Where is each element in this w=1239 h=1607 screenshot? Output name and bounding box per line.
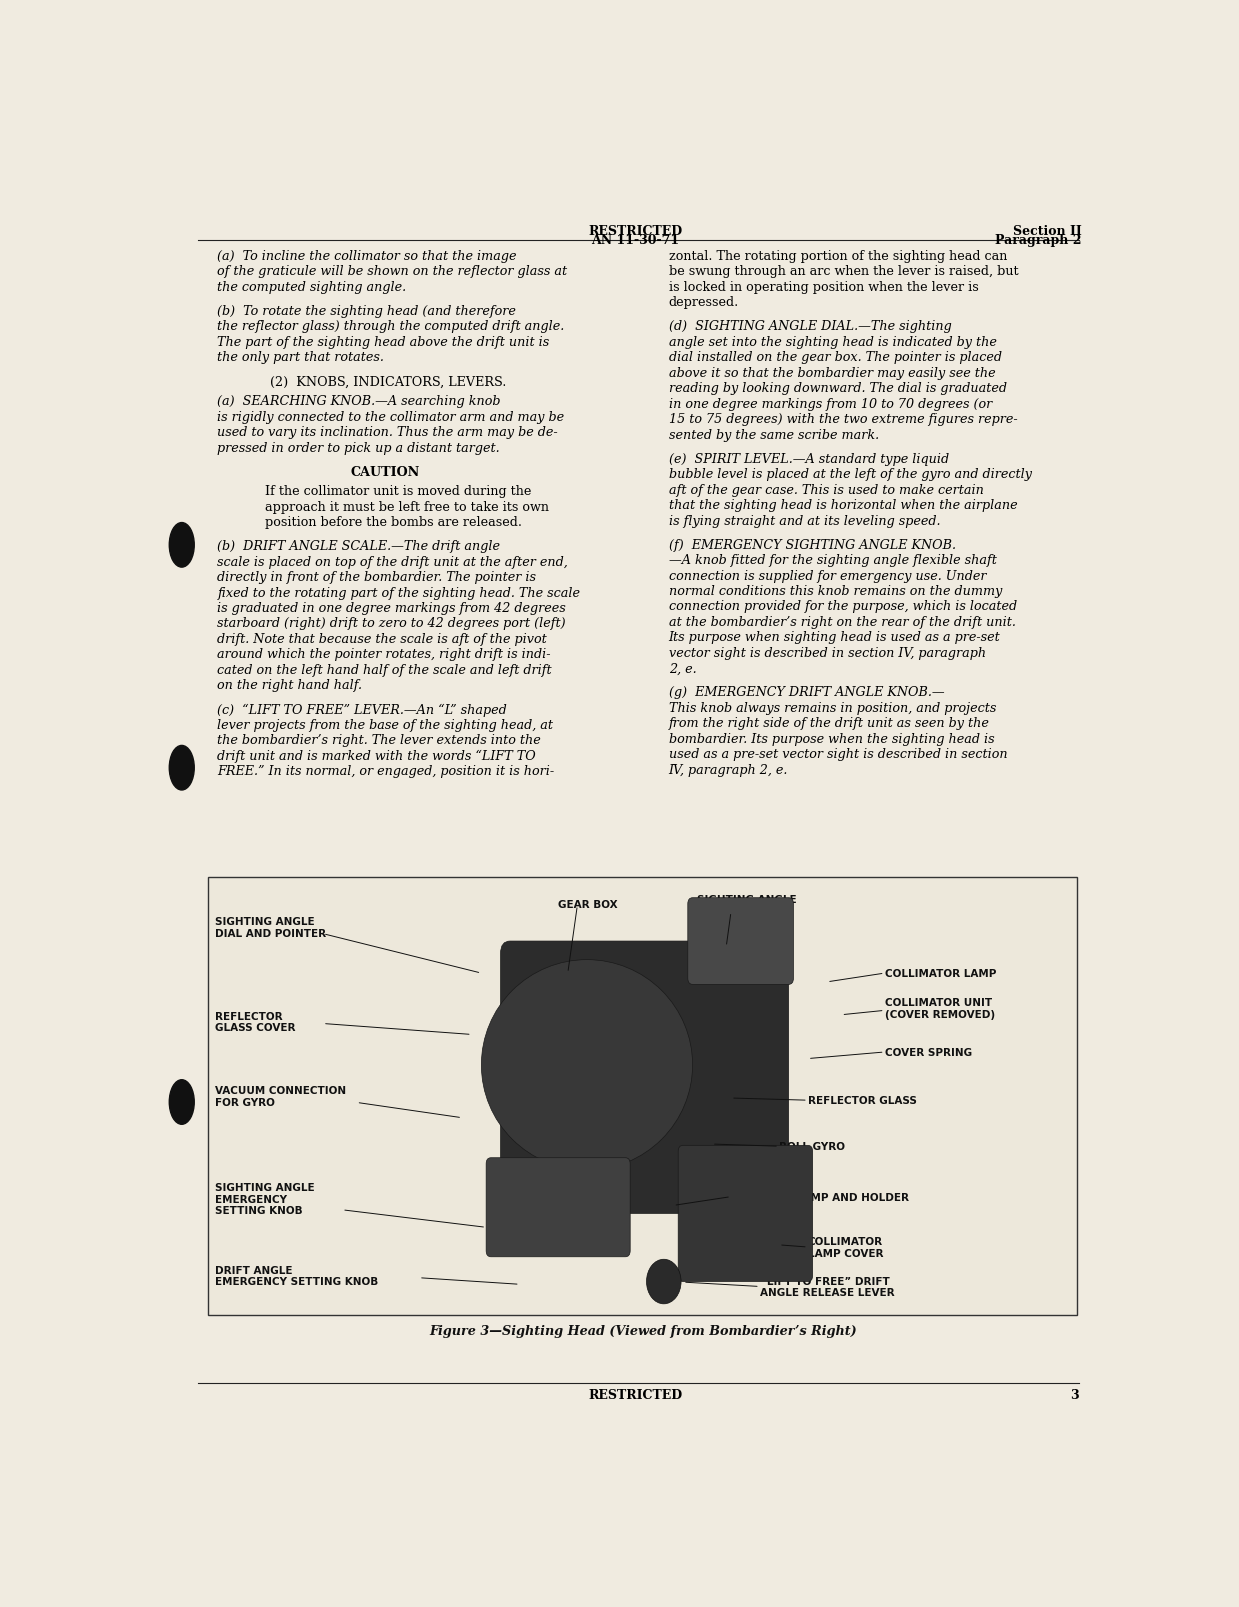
Ellipse shape <box>481 959 693 1170</box>
Text: in one degree markings from 10 to 70 degrees (or: in one degree markings from 10 to 70 deg… <box>669 397 992 410</box>
Text: scale is placed on top of the drift unit at the after end,: scale is placed on top of the drift unit… <box>217 556 567 569</box>
Text: —A knob fitted for the sighting angle flexible shaft: —A knob fitted for the sighting angle fl… <box>669 554 996 567</box>
Text: reading by looking downward. The dial is graduated: reading by looking downward. The dial is… <box>669 382 1006 395</box>
Text: Figure 3—Sighting Head (Viewed from Bombardier’s Right): Figure 3—Sighting Head (Viewed from Bomb… <box>429 1324 856 1337</box>
Text: 3: 3 <box>1070 1388 1079 1401</box>
Ellipse shape <box>170 746 195 791</box>
Text: (a)  SEARCHING KNOB.—A searching knob: (a) SEARCHING KNOB.—A searching knob <box>217 395 501 408</box>
Text: COLLIMATOR UNIT
(COVER REMOVED): COLLIMATOR UNIT (COVER REMOVED) <box>885 998 995 1019</box>
Text: the reflector glass) through the computed drift angle.: the reflector glass) through the compute… <box>217 320 565 333</box>
Bar <box>208 877 1077 1315</box>
Text: connection is supplied for emergency use. Under: connection is supplied for emergency use… <box>669 569 986 582</box>
Text: cated on the left hand half of the scale and left drift: cated on the left hand half of the scale… <box>217 664 551 677</box>
Text: GEAR BOX: GEAR BOX <box>558 898 618 910</box>
Text: from the right side of the drift unit as seen by the: from the right side of the drift unit as… <box>669 717 990 730</box>
Text: aft of the gear case. This is used to make certain: aft of the gear case. This is used to ma… <box>669 484 984 497</box>
Text: RESTRICTED: RESTRICTED <box>589 225 681 238</box>
Text: VACUUM CONNECTION
FOR GYRO: VACUUM CONNECTION FOR GYRO <box>216 1085 347 1107</box>
Text: used as a pre-set vector sight is described in section: used as a pre-set vector sight is descri… <box>669 747 1007 760</box>
FancyBboxPatch shape <box>501 942 789 1213</box>
Text: SIGHTING ANGLE
SEARCH KNOB: SIGHTING ANGLE SEARCH KNOB <box>698 895 797 916</box>
FancyBboxPatch shape <box>688 898 793 985</box>
Text: angle set into the sighting head is indicated by the: angle set into the sighting head is indi… <box>669 336 996 349</box>
Text: (c)  “LIFT TO FREE” LEVER.—An “L” shaped: (c) “LIFT TO FREE” LEVER.—An “L” shaped <box>217 702 507 717</box>
Text: AUXILIARY LAMP AND HOLDER: AUXILIARY LAMP AND HOLDER <box>731 1192 909 1202</box>
Text: above it so that the bombardier may easily see the: above it so that the bombardier may easi… <box>669 366 995 379</box>
Circle shape <box>647 1260 681 1303</box>
Text: (2)  KNOBS, INDICATORS, LEVERS.: (2) KNOBS, INDICATORS, LEVERS. <box>270 374 507 387</box>
Text: fixed to the rotating part of the sighting head. The scale: fixed to the rotating part of the sighti… <box>217 587 580 599</box>
Text: Section II: Section II <box>1012 225 1082 238</box>
Text: is flying straight and at its leveling speed.: is flying straight and at its leveling s… <box>669 514 940 527</box>
Text: around which the pointer rotates, right drift is indi-: around which the pointer rotates, right … <box>217 648 551 660</box>
Text: COLLIMATOR
LAMP COVER: COLLIMATOR LAMP COVER <box>808 1236 883 1258</box>
Text: This knob always remains in position, and projects: This knob always remains in position, an… <box>669 701 996 715</box>
Text: ROLL GYRO: ROLL GYRO <box>779 1141 845 1152</box>
Text: zontal. The rotating portion of the sighting head can: zontal. The rotating portion of the sigh… <box>669 249 1007 264</box>
Text: dial installed on the gear box. The pointer is placed: dial installed on the gear box. The poin… <box>669 350 1001 365</box>
Text: is locked in operating position when the lever is: is locked in operating position when the… <box>669 281 979 294</box>
Text: the only part that rotates.: the only part that rotates. <box>217 350 384 365</box>
Text: (a)  To incline the collimator so that the image: (a) To incline the collimator so that th… <box>217 249 517 264</box>
Text: If the collimator unit is moved during the: If the collimator unit is moved during t… <box>265 485 532 498</box>
Text: normal conditions this knob remains on the dummy: normal conditions this knob remains on t… <box>669 585 1002 598</box>
Ellipse shape <box>170 524 195 567</box>
Text: depressed.: depressed. <box>669 296 738 309</box>
Text: (g)  EMERGENCY DRIFT ANGLE KNOB.—: (g) EMERGENCY DRIFT ANGLE KNOB.— <box>669 686 944 699</box>
Text: bombardier. Its purpose when the sighting head is: bombardier. Its purpose when the sightin… <box>669 733 994 746</box>
Text: (b)  To rotate the sighting head (and therefore: (b) To rotate the sighting head (and the… <box>217 305 517 318</box>
Text: used to vary its inclination. Thus the arm may be de-: used to vary its inclination. Thus the a… <box>217 426 558 439</box>
Text: approach it must be left free to take its own: approach it must be left free to take it… <box>265 500 549 513</box>
Text: on the right hand half.: on the right hand half. <box>217 680 362 693</box>
Text: is rigidly connected to the collimator arm and may be: is rigidly connected to the collimator a… <box>217 411 565 424</box>
Text: SIGHTING ANGLE
EMERGENCY
SETTING KNOB: SIGHTING ANGLE EMERGENCY SETTING KNOB <box>216 1183 315 1215</box>
Text: bubble level is placed at the left of the gyro and directly: bubble level is placed at the left of th… <box>669 468 1032 480</box>
Text: lever projects from the base of the sighting head, at: lever projects from the base of the sigh… <box>217 718 554 731</box>
Text: is graduated in one degree markings from 42 degrees: is graduated in one degree markings from… <box>217 601 566 614</box>
Text: The part of the sighting head above the drift unit is: The part of the sighting head above the … <box>217 336 550 349</box>
Text: SIGHTING ANGLE
DIAL AND POINTER: SIGHTING ANGLE DIAL AND POINTER <box>216 916 327 938</box>
Text: Paragraph 2: Paragraph 2 <box>995 233 1082 246</box>
FancyBboxPatch shape <box>678 1146 813 1282</box>
Text: AN 11-30-71: AN 11-30-71 <box>591 233 679 246</box>
Text: IV, paragraph 2, e.: IV, paragraph 2, e. <box>669 763 788 776</box>
Text: drift unit and is marked with the words “LIFT TO: drift unit and is marked with the words … <box>217 749 536 763</box>
Text: REFLECTOR GLASS: REFLECTOR GLASS <box>808 1096 917 1106</box>
FancyBboxPatch shape <box>486 1159 631 1257</box>
Text: of the graticule will be shown on the reflector glass at: of the graticule will be shown on the re… <box>217 265 567 278</box>
Ellipse shape <box>170 1080 195 1125</box>
Text: at the bombardier’s right on the rear of the drift unit.: at the bombardier’s right on the rear of… <box>669 615 1016 628</box>
Text: that the sighting head is horizontal when the airplane: that the sighting head is horizontal whe… <box>669 498 1017 511</box>
Text: the bombardier’s right. The lever extends into the: the bombardier’s right. The lever extend… <box>217 734 541 747</box>
Text: drift. Note that because the scale is aft of the pivot: drift. Note that because the scale is af… <box>217 633 548 646</box>
Text: directly in front of the bombardier. The pointer is: directly in front of the bombardier. The… <box>217 570 536 583</box>
Text: REFLECTOR
GLASS COVER: REFLECTOR GLASS COVER <box>216 1011 296 1032</box>
Text: the computed sighting angle.: the computed sighting angle. <box>217 281 406 294</box>
Text: “LIFT TO FREE” DRIFT
ANGLE RELEASE LEVER: “LIFT TO FREE” DRIFT ANGLE RELEASE LEVER <box>760 1276 895 1297</box>
Text: pressed in order to pick up a distant target.: pressed in order to pick up a distant ta… <box>217 442 499 455</box>
Text: FREE.” In its normal, or engaged, position it is hori-: FREE.” In its normal, or engaged, positi… <box>217 765 554 778</box>
Text: 15 to 75 degrees) with the two extreme figures repre-: 15 to 75 degrees) with the two extreme f… <box>669 413 1017 426</box>
Text: DRIFT ANGLE
EMERGENCY SETTING KNOB: DRIFT ANGLE EMERGENCY SETTING KNOB <box>216 1265 379 1287</box>
Text: CAUTION: CAUTION <box>351 466 420 479</box>
Text: (f)  EMERGENCY SIGHTING ANGLE KNOB.: (f) EMERGENCY SIGHTING ANGLE KNOB. <box>669 538 955 551</box>
Text: position before the bombs are released.: position before the bombs are released. <box>265 516 523 529</box>
Text: Its purpose when sighting head is used as a pre-set: Its purpose when sighting head is used a… <box>669 632 1000 644</box>
Text: be swung through an arc when the lever is raised, but: be swung through an arc when the lever i… <box>669 265 1018 278</box>
Text: starboard (right) drift to zero to 42 degrees port (left): starboard (right) drift to zero to 42 de… <box>217 617 566 630</box>
Text: (d)  SIGHTING ANGLE DIAL.—The sighting: (d) SIGHTING ANGLE DIAL.—The sighting <box>669 320 952 333</box>
Text: (e)  SPIRIT LEVEL.—A standard type liquid: (e) SPIRIT LEVEL.—A standard type liquid <box>669 453 949 466</box>
Text: vector sight is described in section IV, paragraph: vector sight is described in section IV,… <box>669 646 986 659</box>
Text: COLLIMATOR LAMP: COLLIMATOR LAMP <box>885 969 996 979</box>
Text: 2, e.: 2, e. <box>669 662 696 675</box>
Text: COVER SPRING: COVER SPRING <box>885 1048 971 1057</box>
Text: (b)  DRIFT ANGLE SCALE.—The drift angle: (b) DRIFT ANGLE SCALE.—The drift angle <box>217 540 501 553</box>
Text: connection provided for the purpose, which is located: connection provided for the purpose, whi… <box>669 599 1017 614</box>
Text: RESTRICTED: RESTRICTED <box>589 1388 681 1401</box>
Text: sented by the same scribe mark.: sented by the same scribe mark. <box>669 429 878 442</box>
